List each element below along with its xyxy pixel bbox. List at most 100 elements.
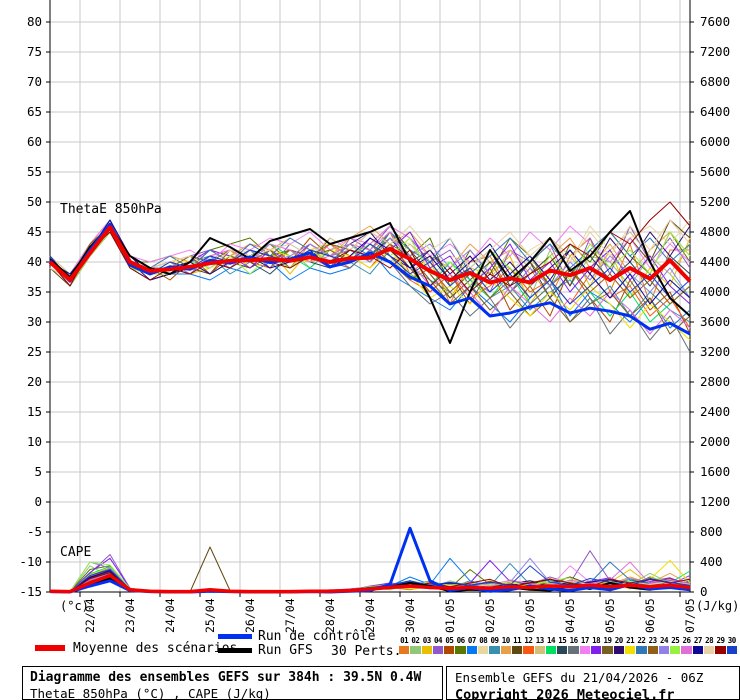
date-tick-labels: 22/04 23/04 24/04 25/04 26/04 27/04 28/04 29/04…: [83, 598, 697, 633]
run-info: Ensemble GEFS du 21/04/2026 - 06Z: [455, 670, 704, 685]
gfs-line-swatch: [218, 648, 252, 653]
pert-legend-item-18: 18: [591, 636, 602, 654]
mean-cape-line: [49, 573, 691, 594]
thetae-panel-label: ThetaE 850hPa: [60, 202, 162, 217]
member-thetae-line-05: [49, 225, 691, 335]
right-axis-tick: 0: [700, 584, 708, 599]
right-axis-tick: 4000: [700, 284, 730, 299]
mean-line-label: Moyenne des scénarios: [73, 641, 238, 656]
right-axis-tick: 400: [700, 554, 723, 569]
info-box: Ensemble GEFS du 21/04/2026 - 06Z Copyri…: [446, 666, 740, 700]
pert-legend-item-26: 26: [681, 636, 692, 654]
left-axis-tick: 5: [34, 464, 42, 479]
pert-swatch: [602, 646, 613, 654]
diagram-subtitle: ThetaE 850hPa (°C) , CAPE (J/kg): [30, 686, 271, 700]
pert-swatch: [545, 646, 557, 654]
right-axis-tick: 6000: [700, 134, 730, 149]
pert-number: 30: [727, 636, 737, 645]
pert-number: 09: [490, 636, 500, 645]
date-tick-label: 05/05: [603, 598, 617, 633]
pert-legend-item-17: 17: [579, 636, 591, 654]
pert-number: 20: [614, 636, 624, 645]
date-tick-label: 27/04: [283, 598, 297, 633]
right-axis-tick: 3200: [700, 344, 730, 359]
pert-swatch: [692, 646, 704, 654]
pert-legend-item-20: 20: [613, 636, 624, 654]
diagram-title: Diagramme des ensembles GEFS sur 384h : …: [30, 670, 422, 685]
pert-swatch: [715, 646, 726, 654]
date-tick-label: 26/04: [243, 598, 257, 633]
pert-number: 06: [456, 636, 466, 645]
left-axis-tick: 30: [27, 314, 42, 329]
pert-swatch: [399, 646, 410, 654]
pert-number: 27: [693, 636, 703, 645]
left-axis-tick: -5: [27, 524, 42, 539]
pert-legend-item-02: 02: [410, 636, 421, 654]
date-tick-label: 23/04: [123, 598, 137, 633]
pert-legend-item-16: 16: [568, 636, 579, 654]
pert-number: 29: [716, 636, 725, 645]
pert-swatch: [591, 646, 602, 654]
pert-legend-item-06: 06: [455, 636, 466, 654]
date-tick-label: 03/05: [523, 598, 537, 633]
right-axis-tick: 6400: [700, 104, 730, 119]
cape-panel-label: CAPE: [60, 545, 92, 560]
left-axis-tick: 40: [27, 254, 42, 269]
left-axis-tick: 65: [27, 104, 42, 119]
right-axis-tick: 6800: [700, 74, 730, 89]
pert-swatch: [478, 646, 489, 654]
date-tick-label: 24/04: [163, 598, 177, 633]
left-axis-tick: 15: [27, 404, 42, 419]
pert-swatch: [432, 646, 444, 654]
left-axis-tick: 10: [27, 434, 42, 449]
pert-swatch: [579, 646, 591, 654]
pert-swatch: [681, 646, 692, 654]
pert-legend-item-29: 29: [715, 636, 726, 654]
pert-swatch: [557, 646, 568, 654]
pert-legend-item-24: 24: [658, 636, 670, 654]
pert-swatch: [421, 646, 432, 654]
pert-number: 14: [546, 636, 556, 645]
pert-swatch: [455, 646, 466, 654]
pert-swatch: [444, 646, 455, 654]
control-line-label: Run de contrôle: [258, 629, 376, 644]
pert-swatch: [624, 646, 636, 654]
left-axis-tick: 45: [27, 224, 42, 239]
data-lines: [48, 201, 692, 594]
left-axis-tick: 25: [27, 344, 42, 359]
left-axis-tick: 75: [27, 44, 42, 59]
left-axis-tick: -15: [19, 584, 42, 599]
member-thetae-line-26: [49, 225, 691, 335]
pert-legend-item-11: 11: [511, 636, 523, 654]
pert-number: 02: [411, 636, 420, 645]
mean-thetae-line: [48, 225, 692, 285]
pert-number: 16: [569, 636, 579, 645]
pert-swatch: [489, 646, 500, 654]
gfs-line-label: Run GFS: [258, 643, 313, 658]
member-thetae-line-19: [49, 225, 691, 335]
right-axis-tick: 2000: [700, 434, 730, 449]
date-tick-label: 28/04: [323, 598, 337, 633]
date-tick-label: 01/05: [443, 598, 457, 633]
date-tick-label: 30/04: [403, 598, 417, 633]
pert-swatch: [410, 646, 421, 654]
pert-number: 21: [626, 636, 635, 645]
pert-number: 28: [705, 636, 714, 645]
left-axis-unit: (°c): [60, 599, 89, 613]
pert-number: 01: [400, 636, 409, 645]
perts-count-label: 30 Perts.: [331, 644, 402, 659]
pert-number: 17: [580, 636, 590, 645]
copyright: Copyright 2026 Meteociel.fr: [455, 687, 675, 700]
pert-number: 10: [501, 636, 511, 645]
pert-legend-item-05: 05: [444, 636, 455, 654]
left-axis-tick: 60: [27, 134, 42, 149]
left-axis-tick: -10: [19, 554, 42, 569]
pert-legend-item-30: 30: [726, 636, 737, 654]
pert-number: 11: [513, 636, 522, 645]
right-axis-tick: 5200: [700, 194, 730, 209]
pert-legend-item-21: 21: [624, 636, 636, 654]
left-axis-tick: 0: [34, 494, 42, 509]
right-axis-tick: 3600: [700, 314, 730, 329]
